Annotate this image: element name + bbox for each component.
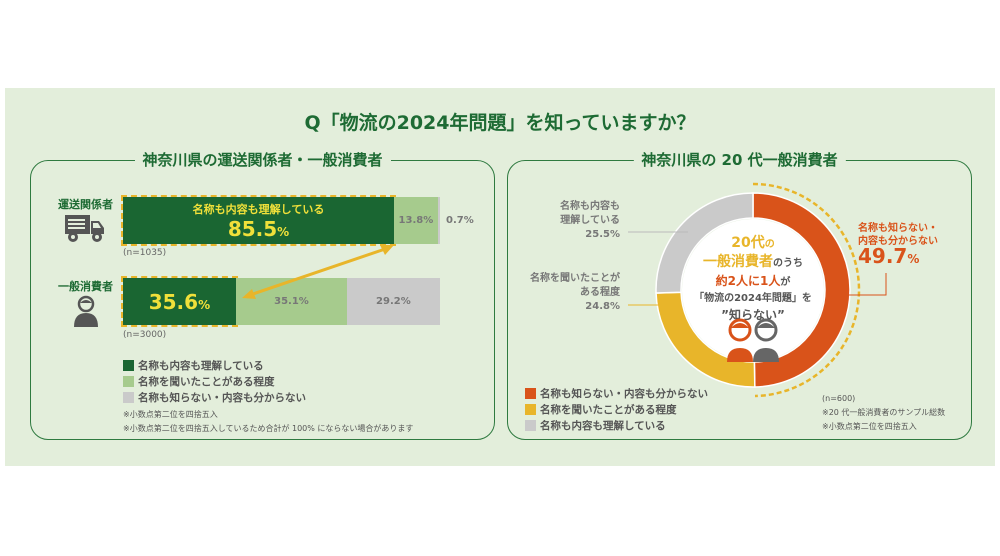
two-people-icon: [727, 318, 779, 362]
legend-swatch: [123, 375, 134, 387]
center-text: ”知らない”: [721, 308, 785, 322]
callout-text: 名称も内容も: [560, 201, 620, 212]
center-text: のうち: [773, 258, 803, 269]
legend-item: 名称も内容も理解している: [525, 417, 708, 433]
note: (n=600): [822, 394, 856, 403]
legend-item: 名称も知らない・内容も分からない: [123, 389, 413, 405]
legend-label: 名称も知らない・内容も分からない: [540, 387, 708, 400]
note: ※20 代一般消費者のサンプル総数: [822, 408, 946, 417]
bar-segment: 29.2%: [347, 278, 440, 325]
sample-size-transport: (n=1035): [123, 248, 167, 258]
left-chart-title: 神奈川県の運送関係者・一般消費者: [134, 149, 391, 170]
callout-understand: 名称も内容も 理解している 25.5%: [530, 200, 620, 242]
bar-value-label: 13.8%: [398, 215, 434, 226]
callout-unknown: 名称も知らない・ 内容も分からない 49.7%: [858, 222, 938, 267]
left-chart-box: 神奈川県の運送関係者・一般消費者: [30, 149, 495, 440]
legend-item: 名称を聞いたことがある程度: [525, 401, 708, 417]
bar-segment: 名称も内容も理解している 85.5%: [120, 195, 397, 246]
bar-segment: 35.1%: [235, 278, 348, 325]
callout-value: 24.8%: [585, 301, 620, 312]
donut-hole: [682, 219, 824, 361]
note: ※小数点第二位を四捨五入: [822, 422, 917, 431]
legend-swatch: [525, 387, 536, 399]
donut-segment: [655, 192, 754, 294]
legend-label: 名称を聞いたことがある程度: [540, 403, 677, 416]
bar-percent: %: [277, 224, 290, 239]
note: ※小数点第二位を四捨五入: [123, 410, 218, 419]
note: ※小数点第二位を四捨五入しているため合計が 100% にならない場合があります: [123, 424, 414, 433]
bar-inner-label: 名称も内容も理解している: [192, 202, 325, 216]
legend-swatch: [123, 391, 134, 403]
bar-segment: 13.8%: [394, 197, 438, 244]
sample-size-consumer: (n=3000): [123, 330, 167, 340]
callout-text: 内容も分からない: [858, 236, 938, 247]
center-text: 20代: [731, 235, 765, 251]
legend-item: 名称を聞いたことがある程度: [123, 373, 413, 389]
callout-value: 25.5%: [585, 229, 620, 240]
callout-text: 名称を聞いたことが: [530, 273, 620, 284]
callout-percent: %: [907, 252, 920, 266]
legend-swatch: [525, 403, 536, 415]
right-chart-title: 神奈川県の 20 代一般消費者: [633, 149, 846, 170]
right-chart-box: 神奈川県の 20 代一般消費者: [507, 149, 972, 440]
legend-label: 名称を聞いたことがある程度: [138, 375, 275, 388]
bar-value-label: 0.7%: [445, 215, 474, 226]
center-text: 「物流の2024年問題」を: [694, 293, 812, 304]
legend-label: 名称も内容も理解している: [138, 359, 264, 372]
row-label-transport: 運送関係者: [58, 198, 113, 211]
bar-percent: %: [198, 297, 211, 312]
bar-value-label: 35.1%: [274, 296, 309, 307]
callout-heard: 名称を聞いたことが ある程度 24.8%: [505, 272, 620, 314]
center-text: の: [764, 239, 775, 250]
callout-text: 理解している: [560, 215, 620, 226]
legend-item: 名称も知らない・内容も分からない: [525, 385, 708, 401]
legend-swatch: [123, 359, 134, 371]
bar-value: 35.6: [148, 289, 199, 314]
center-text: が: [780, 277, 791, 288]
bar-segment: 35.6%: [121, 276, 238, 327]
center-text: 約2人に1人: [715, 274, 781, 288]
bar-value: 85.5: [227, 216, 278, 241]
legend-label: 名称も内容も理解している: [540, 419, 666, 432]
legend-item: 名称も内容も理解している: [123, 357, 413, 373]
page-title: Q「物流の2024年問題」を知っていますか？: [304, 112, 696, 134]
donut-chart: [655, 182, 861, 398]
callout-text: 名称も知らない・: [858, 223, 938, 234]
row-label-consumer: 一般消費者: [58, 280, 113, 293]
bar-value-label: 29.2%: [376, 296, 411, 307]
bar-value-label: 85.5%: [228, 217, 289, 241]
legend-swatch: [525, 419, 536, 431]
legend-label: 名称も知らない・内容も分からない: [138, 391, 306, 404]
donut-center-text: 20代の 一般消費者のうち 約2人に1人が 「物流の2024年問題」を ”知らな…: [640, 234, 866, 323]
highlight-dashed-arc: [752, 182, 861, 398]
callout-value: 49.7: [858, 244, 908, 268]
callout-text: ある程度: [580, 287, 620, 298]
truck-icon: [65, 215, 104, 242]
bar-value-label: 35.6%: [149, 290, 210, 314]
bar-segment: 0.7%: [437, 197, 474, 244]
donut-segment: [752, 192, 851, 388]
person-icon: [74, 295, 98, 327]
center-text: 一般消費者: [703, 254, 773, 270]
comparison-arrow-icon: [242, 245, 394, 299]
